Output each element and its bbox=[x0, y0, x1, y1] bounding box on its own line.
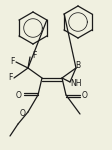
Text: O: O bbox=[82, 90, 88, 99]
Text: F: F bbox=[8, 74, 12, 82]
Text: O: O bbox=[16, 90, 22, 99]
Text: O: O bbox=[20, 108, 26, 117]
Text: NH: NH bbox=[70, 78, 82, 87]
Text: F: F bbox=[32, 51, 36, 60]
Text: B: B bbox=[75, 61, 81, 70]
Text: F: F bbox=[10, 57, 14, 66]
